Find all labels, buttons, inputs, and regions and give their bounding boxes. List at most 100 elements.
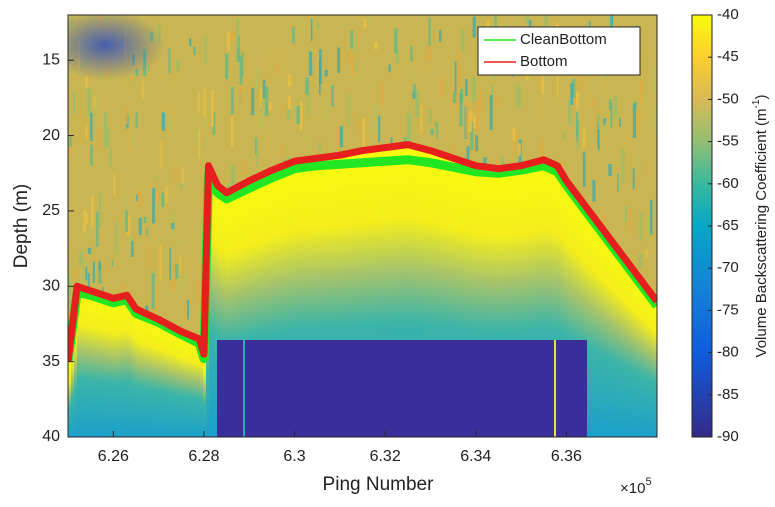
seabed — [230, 191, 234, 437]
texture — [69, 137, 72, 148]
seabed — [572, 188, 576, 437]
texture — [134, 67, 136, 92]
texture — [621, 149, 625, 184]
seabed — [158, 319, 162, 437]
texture — [80, 110, 83, 146]
seabed — [332, 156, 336, 437]
line — [68, 155, 657, 364]
texture — [160, 140, 163, 169]
texture — [645, 249, 648, 259]
seabed — [530, 163, 534, 437]
seabed — [317, 158, 321, 437]
seabed — [527, 164, 531, 437]
texture — [544, 15, 548, 34]
seabed — [629, 264, 633, 437]
colorbar-tick-label: -45 — [717, 48, 739, 65]
texture — [305, 77, 309, 95]
texture — [85, 213, 89, 224]
texture — [196, 280, 200, 301]
texture — [339, 125, 344, 148]
texture — [337, 126, 339, 154]
texture — [427, 45, 431, 60]
x-axis-label: Ping Number — [323, 474, 435, 495]
seabed — [233, 189, 237, 437]
texture — [114, 252, 117, 259]
seabed — [533, 162, 537, 437]
legend-label: CleanBottom — [520, 31, 607, 48]
texture — [602, 214, 605, 229]
seabed — [461, 160, 465, 437]
seabed — [425, 149, 429, 437]
seabed — [71, 336, 75, 437]
texture — [262, 79, 266, 99]
seabed — [542, 160, 546, 437]
seabed — [194, 336, 198, 437]
colorbar-tick-label: -80 — [717, 344, 739, 361]
texture — [632, 168, 635, 190]
texture — [138, 190, 142, 207]
texture — [350, 30, 354, 49]
seabed — [392, 146, 396, 437]
seabed — [101, 294, 105, 437]
seabed — [458, 159, 462, 437]
texture — [151, 273, 155, 309]
texture — [640, 99, 643, 120]
texture — [203, 88, 206, 117]
seabed — [284, 165, 288, 437]
seabed — [92, 291, 96, 437]
texture — [373, 103, 377, 129]
texture — [525, 15, 530, 23]
texture — [260, 102, 263, 129]
texture — [410, 45, 413, 62]
texture — [354, 61, 357, 72]
seabed — [431, 150, 435, 437]
seabed — [275, 168, 279, 437]
seabed — [608, 236, 612, 437]
seabed — [371, 149, 375, 437]
seabed — [164, 322, 168, 437]
seabed — [83, 288, 87, 437]
texture — [69, 245, 73, 255]
texture — [453, 144, 456, 155]
texture — [605, 122, 609, 136]
seabed — [350, 153, 354, 437]
texture — [104, 112, 108, 148]
texture — [195, 129, 198, 148]
texture — [470, 121, 474, 151]
texture — [141, 80, 144, 101]
seabed — [395, 146, 399, 437]
texture — [276, 63, 278, 77]
texture — [168, 47, 171, 74]
texture — [127, 127, 131, 154]
seabed — [314, 158, 318, 437]
seabed — [167, 323, 171, 437]
seabed — [524, 164, 528, 437]
texture — [299, 101, 303, 131]
texture — [152, 187, 156, 224]
texture — [85, 76, 88, 88]
texture — [541, 62, 545, 95]
texture — [394, 28, 398, 54]
texture — [454, 61, 457, 94]
texture — [575, 91, 579, 120]
x-multiplier-base: ×10 — [620, 480, 645, 497]
texture — [175, 264, 179, 279]
texture — [73, 270, 77, 283]
texture — [310, 137, 313, 148]
seabed — [173, 327, 177, 437]
texture — [241, 51, 244, 77]
seabed — [200, 341, 204, 437]
seabed — [260, 175, 264, 437]
texture — [556, 61, 559, 98]
texture — [562, 130, 566, 141]
line — [68, 141, 657, 363]
texture — [459, 93, 463, 127]
seabed — [290, 163, 294, 437]
texture — [639, 79, 643, 105]
texture — [388, 64, 391, 73]
colorbar-label-text: Volume Backscattering Coefficient (m — [753, 108, 770, 357]
texture — [647, 216, 650, 238]
texture — [197, 90, 200, 113]
no-data — [217, 340, 587, 437]
